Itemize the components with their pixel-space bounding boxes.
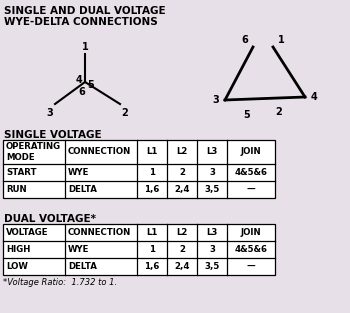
Text: 3: 3 [209, 168, 215, 177]
Text: VOLTAGE: VOLTAGE [6, 228, 49, 237]
Text: 1: 1 [82, 42, 88, 52]
Text: 1,6: 1,6 [144, 262, 160, 271]
Bar [3, 140, 275, 198]
Text: 2: 2 [179, 168, 185, 177]
Text: L1: L1 [146, 228, 158, 237]
Text: 6: 6 [241, 35, 248, 45]
Text: 4: 4 [311, 92, 318, 102]
Text: RUN: RUN [6, 185, 27, 194]
Text: 6: 6 [79, 87, 85, 97]
Text: 3,5: 3,5 [204, 185, 220, 194]
Text: 5: 5 [244, 110, 250, 120]
Bar [3, 224, 275, 275]
Text: 4&5&6: 4&5&6 [234, 168, 267, 177]
Text: WYE-DELTA CONNECTIONS: WYE-DELTA CONNECTIONS [4, 17, 158, 27]
Text: L2: L2 [176, 228, 188, 237]
Text: HIGH: HIGH [6, 245, 30, 254]
Text: SINGLE AND DUAL VOLTAGE: SINGLE AND DUAL VOLTAGE [4, 6, 166, 16]
Text: *Voltage Ratio:  1.732 to 1.: *Voltage Ratio: 1.732 to 1. [3, 278, 117, 287]
Text: 3: 3 [47, 108, 53, 118]
Bar [3, 140, 275, 198]
Text: 1,6: 1,6 [144, 185, 160, 194]
Text: 2: 2 [122, 108, 128, 118]
Text: L3: L3 [206, 228, 218, 237]
Text: 2,4: 2,4 [174, 185, 190, 194]
Text: 1: 1 [278, 35, 285, 45]
Text: —: — [247, 262, 256, 271]
Text: 3: 3 [212, 95, 219, 105]
Text: JOIN: JOIN [241, 228, 261, 237]
Text: WYE: WYE [68, 245, 89, 254]
Text: 4: 4 [76, 75, 82, 85]
Text: OPERATING
MODE: OPERATING MODE [6, 142, 61, 162]
Text: 2,4: 2,4 [174, 262, 190, 271]
Text: DELTA: DELTA [68, 185, 97, 194]
Text: JOIN: JOIN [241, 147, 261, 156]
Text: 4&5&6: 4&5&6 [234, 245, 267, 254]
Text: L1: L1 [146, 147, 158, 156]
Text: L3: L3 [206, 147, 218, 156]
Text: L2: L2 [176, 147, 188, 156]
Text: 2: 2 [276, 107, 282, 117]
Text: 2: 2 [179, 245, 185, 254]
Bar [3, 224, 275, 275]
Text: CONNECTION: CONNECTION [68, 228, 131, 237]
Text: —: — [247, 185, 256, 194]
Text: DUAL VOLTAGE*: DUAL VOLTAGE* [4, 214, 96, 224]
Text: CONNECTION: CONNECTION [68, 147, 131, 156]
Text: 1: 1 [149, 168, 155, 177]
Text: 3: 3 [209, 245, 215, 254]
Text: LOW: LOW [6, 262, 28, 271]
Text: WYE: WYE [68, 168, 89, 177]
Text: 5: 5 [88, 80, 94, 90]
Text: 1: 1 [149, 245, 155, 254]
Text: SINGLE VOLTAGE: SINGLE VOLTAGE [4, 130, 101, 140]
Text: START: START [6, 168, 36, 177]
Text: DELTA: DELTA [68, 262, 97, 271]
Text: 3,5: 3,5 [204, 262, 220, 271]
